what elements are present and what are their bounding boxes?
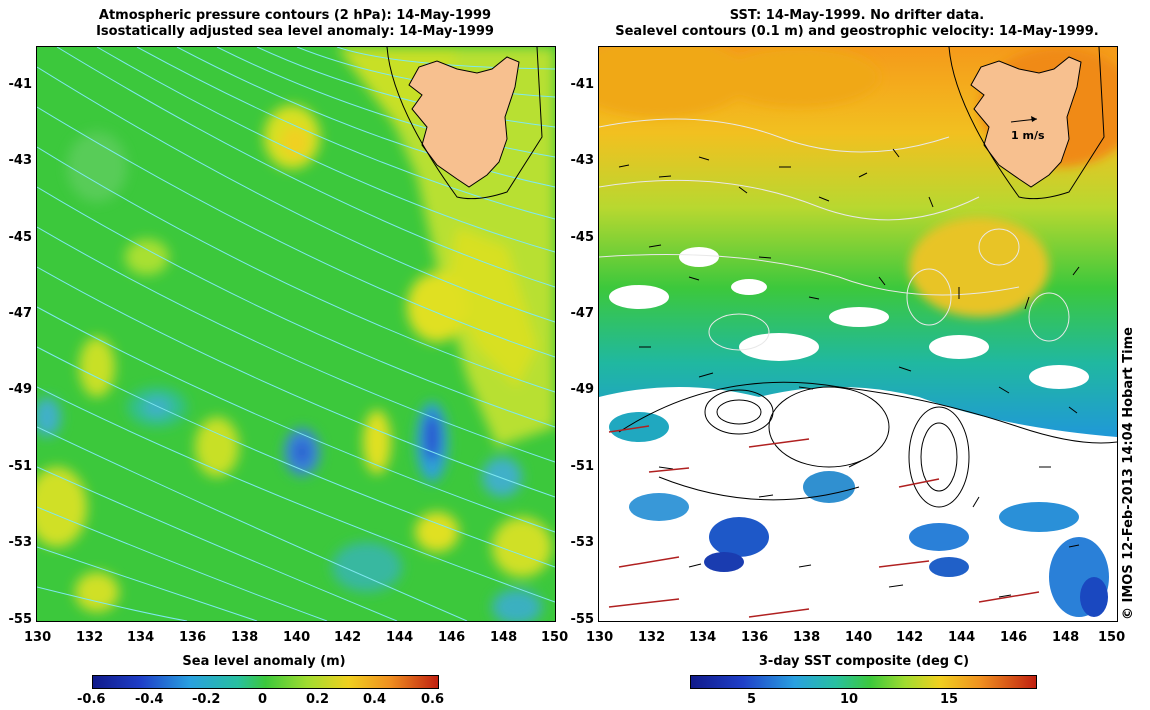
left-x-tick: 130 (24, 630, 52, 645)
left-title-line1: Atmospheric pressure contours (2 hPa): 1… (98, 8, 492, 23)
sla-colorbar-tick: -0.4 (135, 692, 164, 707)
right-y-tick: -53 (570, 535, 595, 550)
right-x-tick: 142 (896, 630, 924, 645)
left-y-tick: -51 (8, 459, 33, 474)
left-y-tick: -47 (8, 306, 33, 321)
sst-colorbar-ticks: 5 10 15 (690, 690, 1035, 708)
left-x-tick: 132 (76, 630, 104, 645)
right-x-tick: 144 (948, 630, 976, 645)
drifter-tracks (608, 425, 1040, 618)
right-x-tick: 140 (845, 630, 873, 645)
sla-colorbar-tick: 0.6 (421, 692, 445, 707)
velocity-arrows (618, 148, 1080, 598)
right-y-tick: -51 (570, 459, 595, 474)
left-y-tick: -49 (8, 382, 33, 397)
tasmania-land (386, 47, 543, 200)
right-y-tick: -55 (570, 612, 595, 627)
sea-level-anomaly-map (36, 46, 556, 622)
geostrophic-eddies (618, 381, 1117, 508)
right-y-tick: -43 (570, 153, 595, 168)
sla-colorbar-title: Sea level anomaly (m) (182, 654, 346, 669)
left-y-tick: -41 (8, 77, 33, 92)
right-x-tick: 148 (1052, 630, 1080, 645)
right-x-tick: 138 (793, 630, 821, 645)
right-title-line2: Sealevel contours (0.1 m) and geostrophi… (615, 24, 1099, 39)
left-y-tick: -53 (8, 535, 33, 550)
left-x-tick: 146 (438, 630, 466, 645)
sla-field (37, 47, 555, 621)
left-y-tick: -55 (8, 612, 33, 627)
left-x-tick: 136 (179, 630, 207, 645)
right-y-tick: -41 (570, 77, 595, 92)
right-x-tick: 132 (638, 630, 666, 645)
velocity-scale-label: 1 m/s (1011, 129, 1045, 142)
sst-map-canvas: 1 m/s (599, 47, 1117, 621)
right-y-tick: -49 (570, 382, 595, 397)
right-x-tick: 150 (1098, 630, 1126, 645)
sst-colorbar-tick: 10 (840, 692, 859, 707)
left-x-tick: 148 (490, 630, 518, 645)
left-title-line2: Isostatically adjusted sea level anomaly… (96, 24, 494, 39)
right-y-tick: -45 (570, 230, 595, 245)
velocity-scale-arrow (1010, 116, 1038, 123)
sst-cold-patches (609, 412, 1109, 617)
sla-map-canvas (37, 47, 555, 621)
tasmania-land-sst (948, 47, 1105, 200)
sst-colorbar (690, 675, 1037, 689)
sla-colorbar-tick: 0 (258, 692, 268, 707)
sla-colorbar-ticks: -0.6 -0.4 -0.2 0 0.2 0.4 0.6 (77, 690, 460, 708)
sla-colorbar-tick: 0.2 (306, 692, 330, 707)
left-x-axis: 130 132 134 136 138 140 142 144 146 148 … (24, 624, 568, 645)
sst-colorbar-tick: 15 (940, 692, 959, 707)
left-y-tick: -43 (8, 153, 33, 168)
right-x-axis: 130 132 134 136 138 140 142 144 146 148 … (586, 624, 1125, 645)
left-x-tick: 140 (283, 630, 311, 645)
sea-level-contours (599, 118, 1070, 351)
sst-colorbar-title: 3-day SST composite (deg C) (758, 654, 970, 669)
left-y-axis: -41 -43 -45 -47 -49 -51 -53 -55 (0, 46, 36, 627)
left-y-tick: -45 (8, 230, 33, 245)
sla-colorbar-tick: -0.6 (77, 692, 106, 707)
left-x-tick: 150 (541, 630, 569, 645)
sst-colorbar-tick: 5 (747, 692, 757, 707)
left-x-tick: 144 (386, 630, 414, 645)
left-x-tick: 138 (231, 630, 259, 645)
right-title-line1: SST: 14-May-1999. No drifter data. (729, 8, 985, 23)
left-x-tick: 142 (334, 630, 362, 645)
imos-credit: © IMOS 12-Feb-2013 14:04 Hobart Time (1121, 327, 1136, 620)
sla-colorbar-tick: 0.4 (363, 692, 387, 707)
right-x-tick: 146 (1000, 630, 1028, 645)
right-y-tick: -47 (570, 306, 595, 321)
right-y-axis: -41 -43 -45 -47 -49 -51 -53 -55 (560, 46, 598, 627)
right-x-tick: 130 (586, 630, 614, 645)
sst-map: 1 m/s (598, 46, 1118, 622)
sla-colorbar (92, 675, 439, 689)
sla-colorbar-tick: -0.2 (192, 692, 221, 707)
right-x-tick: 134 (689, 630, 717, 645)
left-x-tick: 134 (127, 630, 155, 645)
right-x-tick: 136 (741, 630, 769, 645)
